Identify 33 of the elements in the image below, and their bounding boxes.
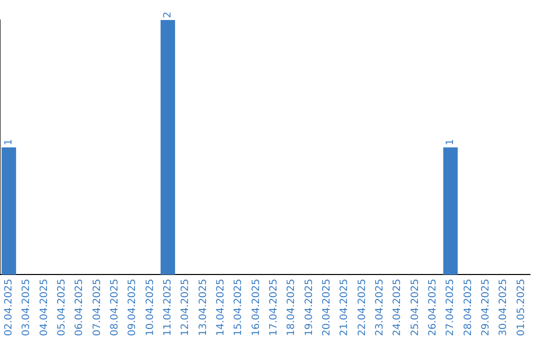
x-tick-label: 20.04.2025 (321, 278, 332, 336)
x-tick-label: 25.04.2025 (410, 278, 421, 336)
x-tick-label: 26.04.2025 (427, 278, 438, 336)
x-tick-label: 22.04.2025 (356, 278, 368, 336)
x-tick-label: 27.04.2025 (445, 278, 456, 336)
x-tick-label: 02.04.2025 (3, 278, 14, 336)
x-tick-label: 18.04.2025 (286, 278, 298, 336)
x-tick-label: 01.05.2025 (516, 278, 527, 336)
x-tick-label: 05.04.2025 (56, 278, 68, 336)
x-tick-label: 17.04.2025 (268, 278, 280, 336)
data-label: 1 (3, 138, 14, 146)
x-tick-label: 19.04.2025 (304, 278, 315, 336)
x-tick-label: 08.04.2025 (109, 278, 120, 336)
x-tick-label: 15.04.2025 (233, 278, 244, 336)
x-tick-label: 12.04.2025 (180, 278, 192, 336)
x-tick-label: 09.04.2025 (127, 278, 138, 336)
x-tick-label: 16.04.2025 (250, 278, 262, 336)
x-tick-label: 14.04.2025 (215, 278, 226, 336)
x-tick-label: 07.04.2025 (92, 278, 103, 336)
x-tick-label: 10.04.2025 (144, 278, 156, 336)
x-tick-label: 03.04.2025 (21, 278, 32, 336)
x-tick-label: 30.04.2025 (498, 278, 510, 336)
data-label: 1 (445, 138, 456, 146)
data-label: 2 (162, 12, 174, 18)
x-tick-label: 24.04.2025 (392, 278, 404, 336)
x-tick-label: 04.04.2025 (38, 278, 50, 336)
x-tick-label: 28.04.2025 (462, 278, 474, 336)
x-tick-label: 06.04.2025 (74, 278, 86, 336)
x-tick-label: 29.04.2025 (480, 278, 492, 336)
x-tick-label: 13.04.2025 (198, 278, 209, 336)
x-tick-label: 23.04.2025 (374, 278, 386, 336)
x-tick-label: 11.04.2025 (162, 278, 174, 336)
x-tick-label: 21.04.2025 (339, 278, 350, 336)
